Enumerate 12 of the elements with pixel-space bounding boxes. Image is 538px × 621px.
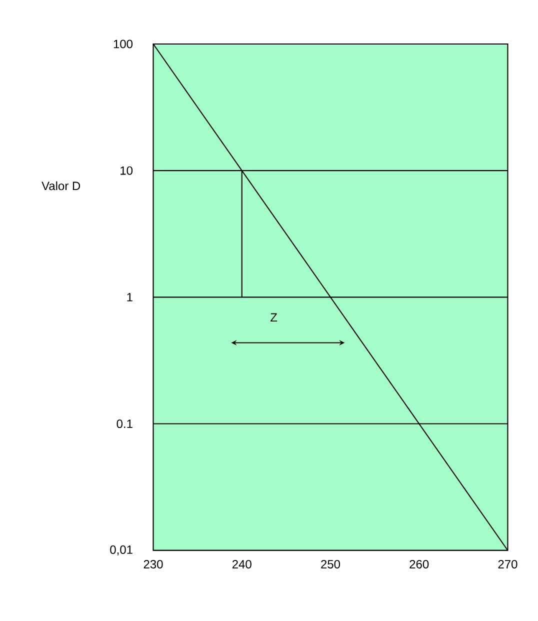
y-tick-label: 10 <box>120 166 132 175</box>
x-tick-label: 250 <box>320 560 340 568</box>
x-tick-label: 270 <box>498 560 518 568</box>
y-tick-label: 100 <box>114 40 132 48</box>
y-tick-label: 0,01 <box>110 545 132 556</box>
x-tick-label: 230 <box>144 560 163 568</box>
y-tick-label: 1 <box>127 293 132 302</box>
x-tick-label: 240 <box>232 560 252 568</box>
y-tick-label: 0.1 <box>116 420 132 428</box>
annotation: Z <box>270 313 277 322</box>
x-tick-label: 260 <box>410 560 428 568</box>
y-axis-title: Valor D <box>41 181 80 190</box>
